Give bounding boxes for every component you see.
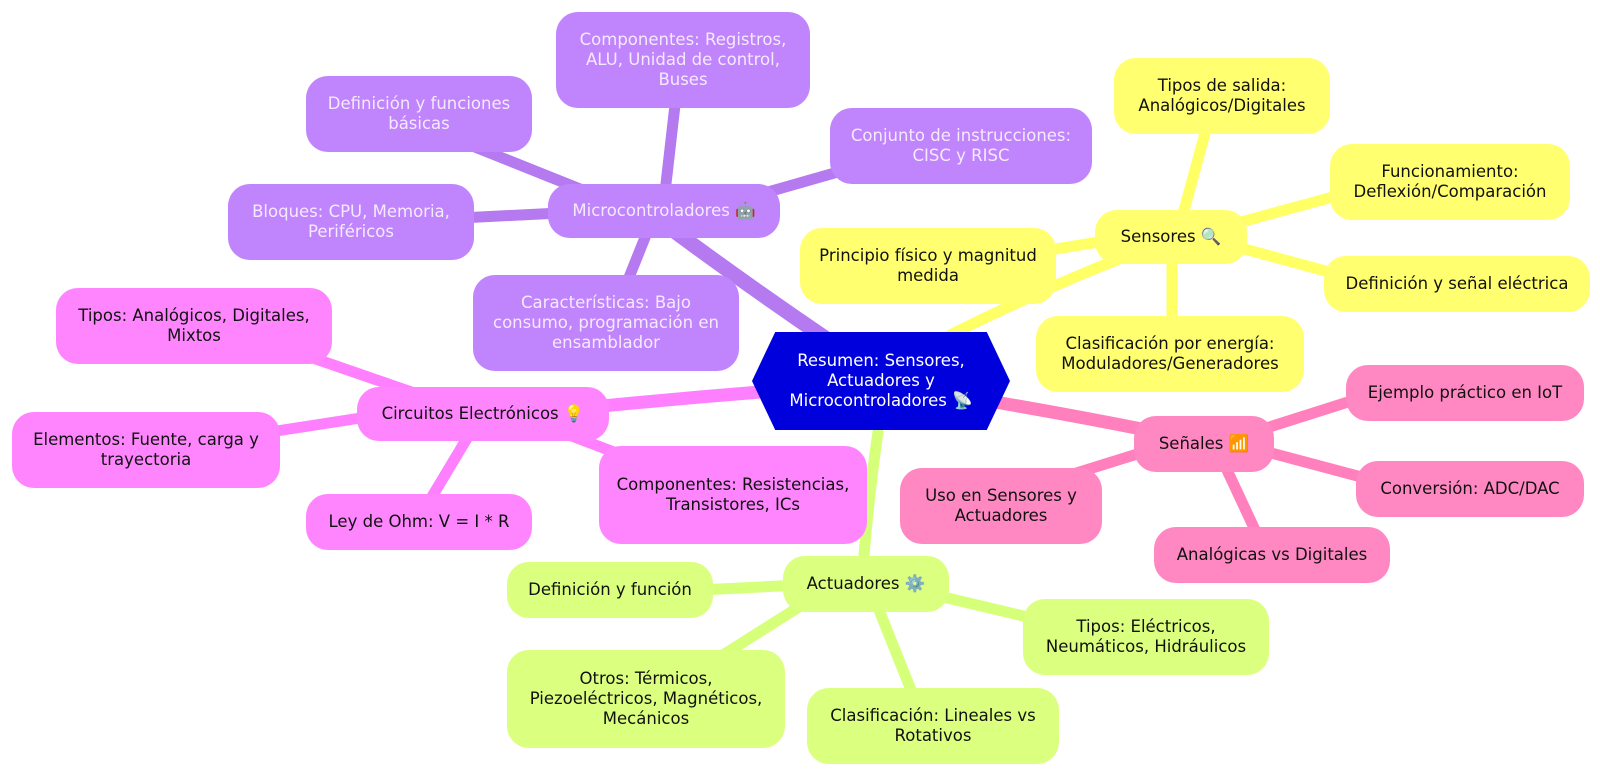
circuitos-tipos-node[interactable]: Tipos: Analógicos, Digitales, Mixtos <box>56 288 332 364</box>
branch-senales[interactable]: Señales 📶 <box>1134 416 1274 472</box>
micro-bloques-label: Bloques: CPU, Memoria, Periféricos <box>252 202 450 241</box>
sensores-funcionamiento-label: Funcionamiento: Deflexión/Comparación <box>1353 162 1547 201</box>
circuitos-ley-label: Ley de Ohm: V = I * R <box>328 512 510 531</box>
sensores-clasificacion-node[interactable]: Clasificación por energía: Moduladores/G… <box>1036 316 1304 392</box>
sensores-tipos-node[interactable]: Tipos de salida: Analógicos/Digitales <box>1114 58 1330 134</box>
micro-conjunto-label: Conjunto de instrucciones: CISC y RISC <box>850 126 1072 165</box>
branch-sensores[interactable]: Sensores 🔍 <box>1095 210 1247 264</box>
actuadores-clasificacion-node[interactable]: Clasificación: Lineales vs Rotativos <box>807 688 1059 764</box>
actuadores-tipos-label: Tipos: Eléctricos, Neumáticos, Hidráulic… <box>1045 617 1247 656</box>
edge-micro-bloques <box>459 207 561 224</box>
circuitos-elementos-node[interactable]: Elementos: Fuente, carga y trayectoria <box>12 412 280 488</box>
circuitos-componentes-node[interactable]: Componentes: Resistencias, Transistores,… <box>599 446 867 544</box>
sensores-definicion-label: Definición y señal eléctrica <box>1345 274 1569 293</box>
sensores-clasificacion-label: Clasificación por energía: Moduladores/G… <box>1061 334 1279 373</box>
sensores-principio-label: Principio físico y magnitud medida <box>819 246 1037 285</box>
branch-actuadores-label: Actuadores ⚙️ <box>806 574 926 593</box>
micro-bloques-node[interactable]: Bloques: CPU, Memoria, Periféricos <box>228 184 474 260</box>
edge-senales-conversion <box>1258 444 1367 484</box>
micro-componentes-label: Componentes: Registros, ALU, Unidad de c… <box>579 30 787 89</box>
senales-ejemplo-label: Ejemplo práctico en IoT <box>1367 383 1563 402</box>
edge-actuadores-clasificacion <box>869 597 921 703</box>
branch-senales-label: Señales 📶 <box>1158 434 1250 453</box>
micro-caracteristicas-node[interactable]: Características: Bajo consumo, programac… <box>473 275 739 371</box>
branch-sensores-label: Sensores 🔍 <box>1120 227 1222 246</box>
senales-analogicas-label: Analógicas vs Digitales <box>1176 545 1368 564</box>
circuitos-ley-node[interactable]: Ley de Ohm: V = I * R <box>306 494 532 550</box>
actuadores-otros-label: Otros: Térmicos, Piezoeléctricos, Magnét… <box>529 669 763 728</box>
edge-sensores-funcionamiento <box>1228 189 1342 231</box>
senales-uso-label: Uso en Sensores y Actuadores <box>925 486 1077 525</box>
micro-conjunto-node[interactable]: Conjunto de instrucciones: CISC y RISC <box>830 108 1092 184</box>
root-label: Resumen: Sensores, Actuadores y Microcon… <box>789 351 973 410</box>
senales-conversion-node[interactable]: Conversión: ADC/DAC <box>1356 461 1584 517</box>
sensores-definicion-node[interactable]: Definición y señal eléctrica <box>1324 256 1590 312</box>
actuadores-tipos-node[interactable]: Tipos: Eléctricos, Neumáticos, Hidráulic… <box>1023 599 1269 675</box>
micro-definicion-node[interactable]: Definición y funciones básicas <box>306 76 532 152</box>
edge-sensores-definicion <box>1228 239 1342 281</box>
senales-conversion-label: Conversión: ADC/DAC <box>1380 479 1560 498</box>
micro-definicion-label: Definición y funciones básicas <box>327 94 511 133</box>
senales-analogicas-node[interactable]: Analógicas vs Digitales <box>1154 527 1390 583</box>
circuitos-elementos-label: Elementos: Fuente, carga y trayectoria <box>33 430 259 469</box>
senales-uso-node[interactable]: Uso en Sensores y Actuadores <box>900 468 1102 544</box>
micro-caracteristicas-label: Características: Bajo consumo, programac… <box>493 293 719 352</box>
root-node[interactable]: Resumen: Sensores, Actuadores y Microcon… <box>752 332 1010 430</box>
branch-circuitos-label: Circuitos Electrónicos 💡 <box>381 404 585 423</box>
senales-ejemplo-node[interactable]: Ejemplo práctico en IoT <box>1346 365 1584 421</box>
micro-componentes-node[interactable]: Componentes: Registros, ALU, Unidad de c… <box>556 12 810 108</box>
branch-microcontroladores[interactable]: Microcontroladores 🤖 <box>548 184 780 238</box>
edge-actuadores-tipos <box>933 589 1042 626</box>
actuadores-otros-node[interactable]: Otros: Térmicos, Piezoeléctricos, Magnét… <box>507 650 785 748</box>
sensores-funcionamiento-node[interactable]: Funcionamiento: Deflexión/Comparación <box>1330 144 1570 220</box>
circuitos-componentes-label: Componentes: Resistencias, Transistores,… <box>616 475 850 514</box>
actuadores-clasificacion-label: Clasificación: Lineales vs Rotativos <box>830 706 1036 745</box>
circuitos-tipos-label: Tipos: Analógicos, Digitales, Mixtos <box>78 306 310 345</box>
branch-circuitos[interactable]: Circuitos Electrónicos 💡 <box>357 387 609 441</box>
sensores-principio-node[interactable]: Principio físico y magnitud medida <box>800 228 1056 304</box>
actuadores-definicion-node[interactable]: Definición y función <box>507 562 713 618</box>
actuadores-definicion-label: Definición y función <box>528 580 692 599</box>
branch-microcontroladores-label: Microcontroladores 🤖 <box>572 201 756 220</box>
sensores-tipos-label: Tipos de salida: Analógicos/Digitales <box>1138 76 1306 115</box>
branch-actuadores[interactable]: Actuadores ⚙️ <box>783 556 949 612</box>
